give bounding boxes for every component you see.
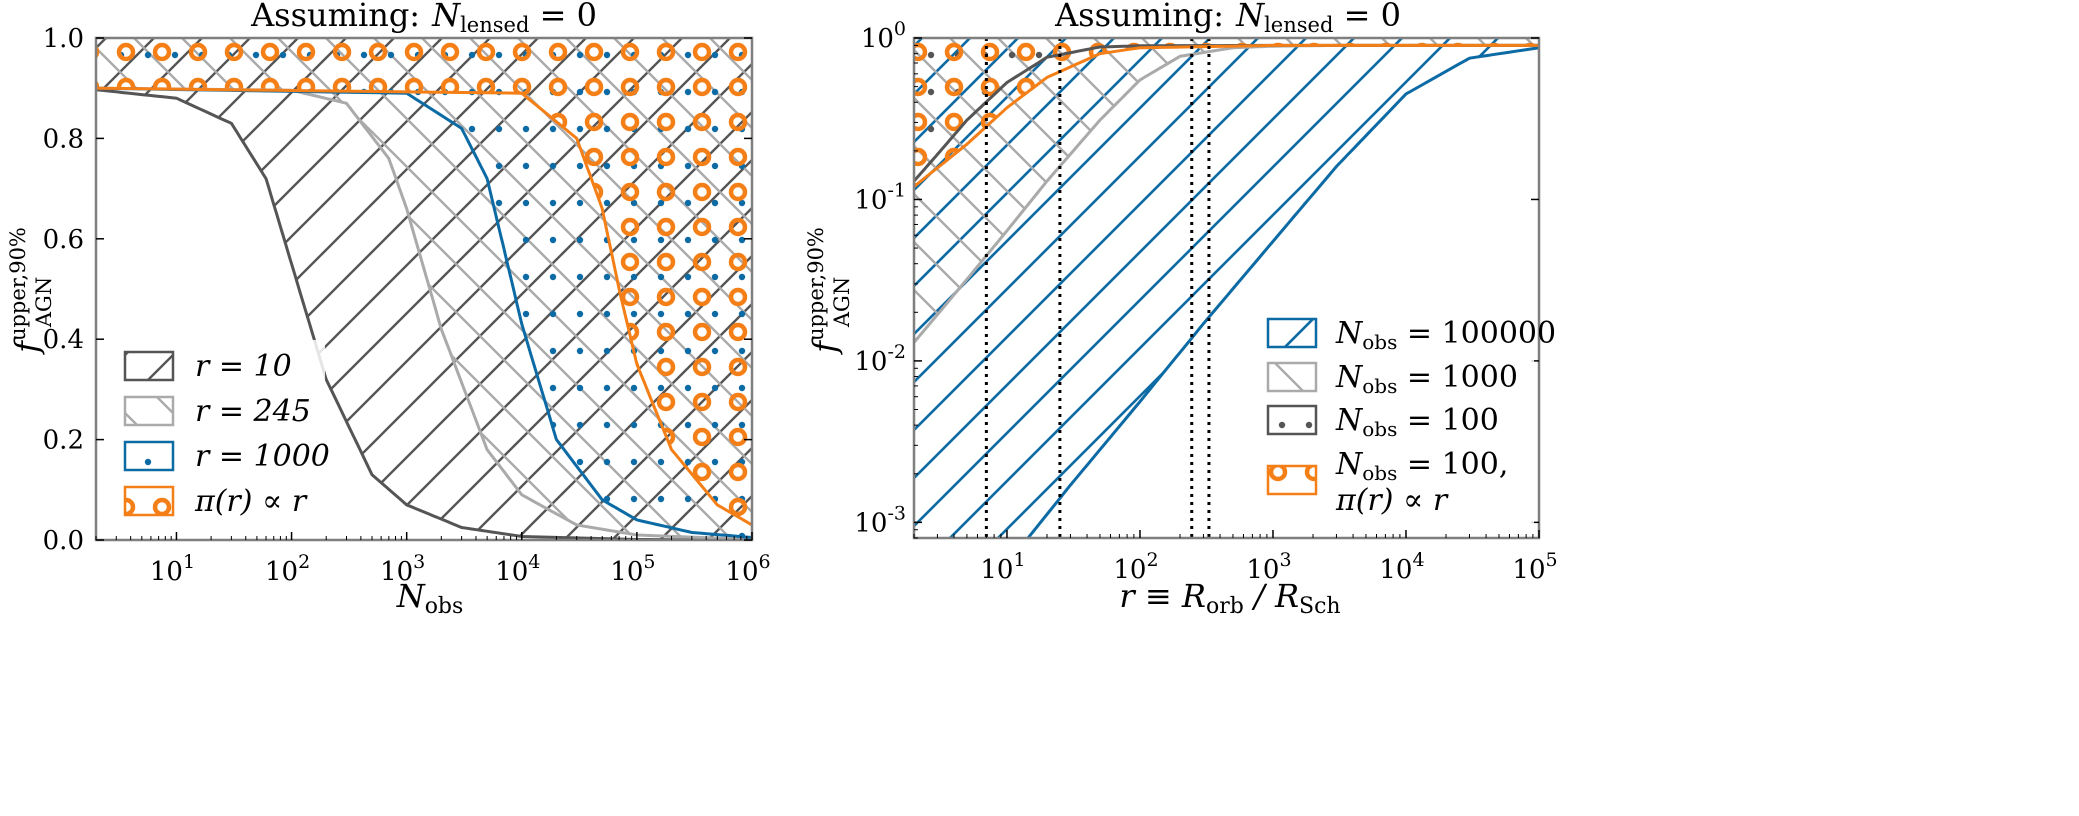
xtick-label: 103 bbox=[1246, 549, 1291, 585]
curve-nobs-100-prior bbox=[914, 43, 1539, 188]
legend-swatch-nobs-1000 bbox=[1266, 361, 1318, 393]
left-legend: r = 10 r = 245 r = 1000 π(r) ∝ r bbox=[115, 340, 330, 530]
legend-label-prior: π(r) ∝ r bbox=[194, 484, 308, 519]
region-prior bbox=[96, 38, 752, 525]
curve-r1000 bbox=[96, 86, 752, 539]
ytick-label: 10-3 bbox=[854, 502, 906, 538]
ytick-label: 0.8 bbox=[43, 124, 84, 154]
right-ticks: 10-3 10-2 10-1 100 101 102 103 104 105 bbox=[854, 18, 1557, 585]
ytick-label: 0.2 bbox=[43, 426, 84, 456]
xtick-label: 101 bbox=[980, 549, 1025, 585]
left-xlabel: Nobs bbox=[396, 577, 464, 619]
xtick-label: 102 bbox=[265, 551, 310, 587]
legend-swatch-nobs-100 bbox=[1266, 404, 1318, 436]
ytick-label: 10-2 bbox=[854, 341, 906, 377]
left-curves bbox=[96, 86, 752, 540]
curve-prior bbox=[96, 86, 752, 527]
ytick-label: 1.0 bbox=[43, 24, 84, 54]
xtick-label: 105 bbox=[610, 551, 655, 587]
ytick-label: 0.6 bbox=[43, 225, 84, 255]
right-legend: Nobs = 100000 Nobs = 1000 Nobs = 100 Nob… bbox=[1258, 308, 1556, 530]
ytick-label: 100 bbox=[861, 18, 906, 54]
xtick-label: 106 bbox=[725, 551, 770, 587]
legend-swatch-prior bbox=[123, 485, 175, 517]
legend-label-nobs-1000: Nobs = 1000 bbox=[1335, 360, 1518, 398]
right-xlabel: r ≡ Rorb / RSch bbox=[1119, 577, 1340, 619]
region-nobs-1000 bbox=[914, 38, 1539, 343]
legend-label-nobs-100: Nobs = 100 bbox=[1335, 403, 1499, 441]
legend-swatch-r10 bbox=[123, 350, 175, 382]
right-axes-frame bbox=[912, 36, 1541, 540]
legend-label-nobs-100000: Nobs = 100000 bbox=[1335, 316, 1556, 354]
xtick-label: 101 bbox=[150, 551, 195, 587]
right-hatched-regions bbox=[914, 38, 1539, 538]
legend-swatch-r1000 bbox=[123, 440, 175, 472]
curve-nobs-100000 bbox=[1026, 46, 1539, 538]
legend-swatch-nobs-100000 bbox=[1266, 317, 1318, 349]
xtick-label: 105 bbox=[1512, 549, 1557, 585]
legend-label-r10: r = 10 bbox=[195, 349, 292, 384]
right-title: Assuming: Nlensed = 0 bbox=[1054, 0, 1401, 37]
xtick-label: 103 bbox=[380, 551, 425, 587]
legend-label-r1000: r = 1000 bbox=[195, 439, 330, 474]
curve-r10 bbox=[96, 88, 752, 540]
ytick-label: 10-1 bbox=[854, 179, 906, 215]
left-panel: 0.0 0.2 0.4 0.6 0.8 1.0 101 102 103 104 105 106 Ass… bbox=[6, 0, 771, 619]
left-ticks: 0.0 0.2 0.4 0.6 0.8 1.0 101 102 103 104 105 106 bbox=[43, 24, 771, 587]
right-curves bbox=[914, 38, 1539, 538]
xtick-label: 104 bbox=[495, 551, 540, 587]
ytick-label: 0.0 bbox=[43, 526, 84, 556]
xtick-label: 104 bbox=[1379, 549, 1424, 585]
legend-label-prior-2: π(r) ∝ r bbox=[1335, 483, 1449, 518]
left-axes-frame bbox=[94, 36, 754, 542]
legend-swatch-nobs-100-prior bbox=[1266, 464, 1318, 496]
xtick-label: 102 bbox=[1113, 549, 1158, 585]
region-nobs-100000 bbox=[914, 38, 1539, 538]
right-panel: 10-3 10-2 10-1 100 101 102 103 104 105 Assuming:… bbox=[804, 0, 1558, 619]
ytick-label: 0.4 bbox=[43, 325, 84, 355]
left-title: Assuming: Nlensed = 0 bbox=[250, 0, 597, 37]
curve-r245 bbox=[96, 86, 752, 540]
legend-label-r245: r = 245 bbox=[195, 394, 311, 429]
region-nobs-100-prior bbox=[914, 38, 1539, 187]
left-hatched-regions bbox=[96, 38, 752, 540]
right-ylabel: fupper,90%AGN bbox=[804, 227, 854, 355]
legend-label-nobs-100-prior: Nobs = 100, bbox=[1335, 447, 1508, 485]
legend-swatch-r245 bbox=[123, 395, 175, 427]
